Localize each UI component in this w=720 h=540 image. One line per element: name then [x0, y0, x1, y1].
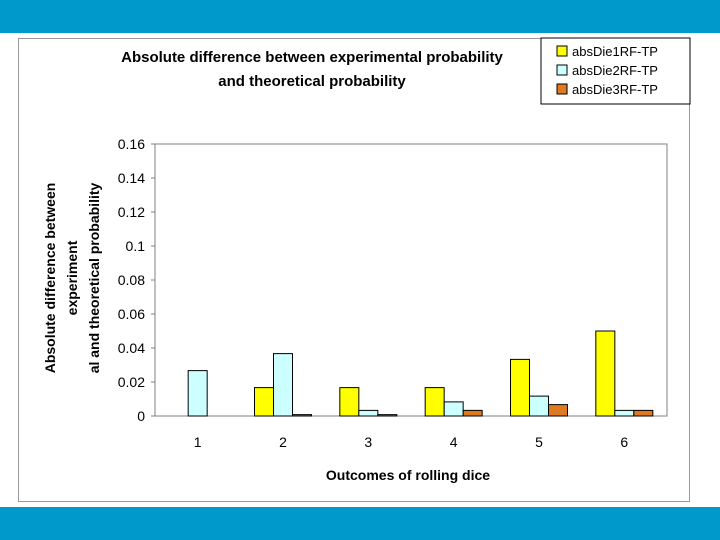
- legend-label-2: absDie2RF-TP: [572, 63, 658, 78]
- y-tick-label: 0.1: [126, 238, 146, 254]
- y-tick-label: 0.04: [118, 340, 145, 356]
- legend: absDie1RF-TP absDie2RF-TP absDie3RF-TP: [540, 37, 691, 105]
- bar-absDie3RF-TP-3: [377, 414, 398, 417]
- x-tick-label: 4: [450, 434, 458, 450]
- y-tick-label: 0.06: [118, 306, 145, 322]
- chart-title-line-2: and theoretical probability: [218, 73, 406, 90]
- bar-absDie3RF-TP-6: [633, 409, 654, 417]
- bar-absDie1RF-TP-4: [424, 387, 445, 417]
- legend-swatch-1: [556, 45, 568, 57]
- legend-label-3: absDie3RF-TP: [572, 82, 658, 97]
- legend-label-1: absDie1RF-TP: [572, 44, 658, 59]
- chart-title-line-1: Absolute difference between experimental…: [121, 49, 503, 66]
- x-tick-label: 2: [279, 434, 287, 450]
- x-tick-label: 3: [364, 434, 372, 450]
- bars: [187, 330, 654, 417]
- bar-absDie2RF-TP-1: [187, 370, 208, 417]
- y-tick-label: 0.02: [118, 374, 145, 390]
- top-banner: [0, 0, 720, 33]
- x-tick-label: 6: [620, 434, 628, 450]
- bar-absDie2RF-TP-6: [614, 409, 635, 417]
- bar-absDie2RF-TP-3: [358, 409, 379, 417]
- bar-absDie3RF-TP-2: [292, 414, 312, 417]
- x-axis-title: Outcomes of rolling dice: [326, 467, 490, 483]
- bar-absDie1RF-TP-3: [339, 387, 360, 417]
- y-axis-title-line-2: experiment: [64, 240, 80, 315]
- x-tick-label: 5: [535, 434, 543, 450]
- bar-absDie2RF-TP-5: [529, 395, 549, 417]
- plot-area: [154, 143, 668, 417]
- bar-absDie1RF-TP-6: [595, 330, 616, 417]
- y-tick-label: 0.14: [118, 170, 145, 186]
- bar-absDie2RF-TP-2: [273, 353, 293, 417]
- legend-swatch-2: [556, 64, 568, 76]
- bar-absDie1RF-TP-5: [510, 358, 530, 417]
- y-axis-title-line-3: al and theoretical probability: [86, 182, 102, 373]
- y-tick-label: 0.16: [118, 136, 145, 152]
- x-tick-labels: 1 2 3 4 5 6: [194, 434, 629, 450]
- y-tick-label: 0.08: [118, 272, 145, 288]
- x-tick-label: 1: [194, 434, 202, 450]
- y-tick-labels: 0 0.02 0.04 0.06 0.08 0.1 0.12 0.14 0.16: [118, 136, 155, 424]
- bar-absDie2RF-TP-4: [443, 401, 464, 417]
- y-axis-title-line-1: Absolute difference between: [42, 183, 58, 374]
- bar-absDie3RF-TP-4: [462, 409, 483, 417]
- y-tick-label: 0.12: [118, 204, 145, 220]
- bar-absDie3RF-TP-5: [548, 404, 568, 417]
- y-tick-label: 0: [137, 408, 145, 424]
- legend-swatch-3: [556, 83, 568, 95]
- bottom-banner: [0, 507, 720, 540]
- bar-absDie1RF-TP-2: [254, 387, 274, 417]
